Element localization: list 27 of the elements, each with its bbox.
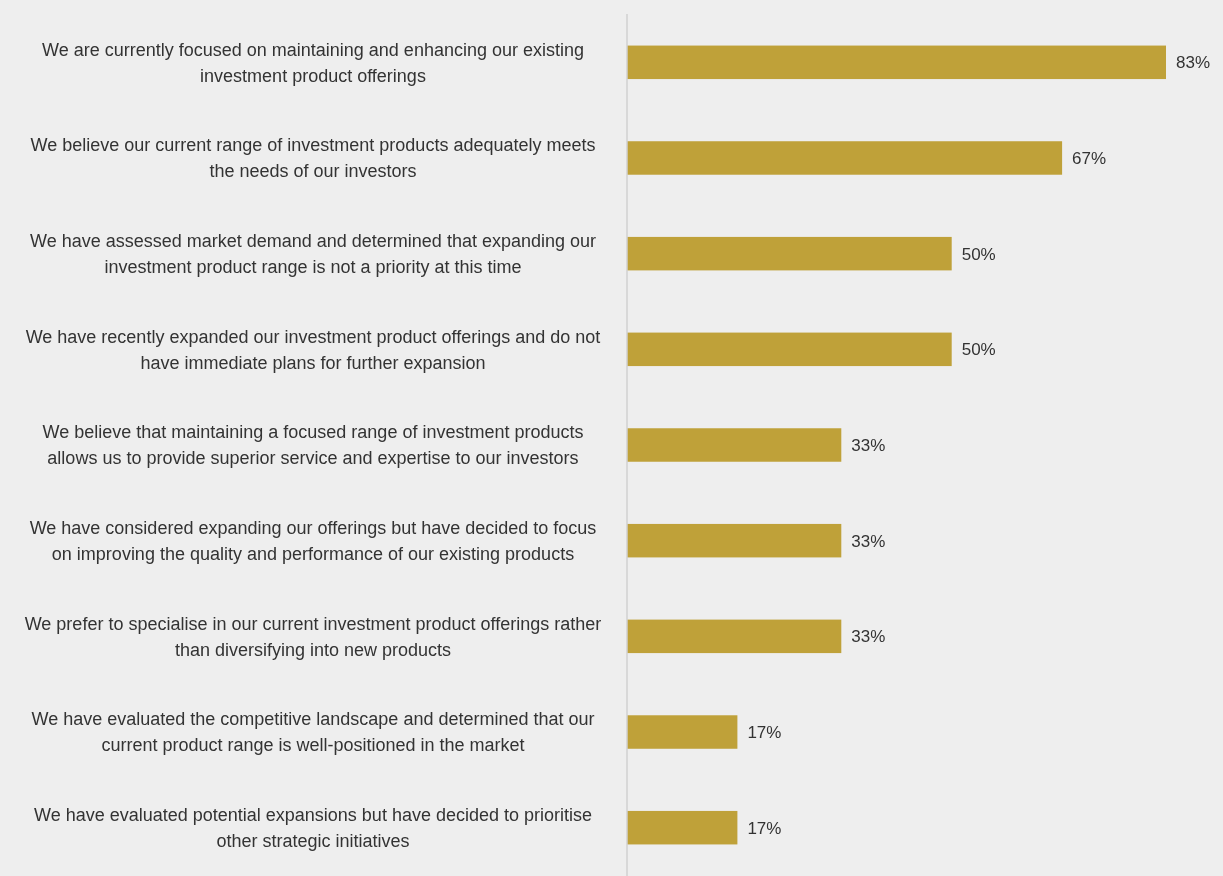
y-tick-label: We are currently focused on maintaining and enhancing our existing investment product offerings bbox=[42, 39, 584, 86]
data-label: 67% bbox=[1072, 148, 1107, 168]
data-label: 33% bbox=[851, 531, 886, 551]
data-label: 83% bbox=[1176, 53, 1211, 73]
y-tick-label: We have considered expanding our offerings but have decided to focus on improving the quality and performance of our existing products bbox=[29, 517, 597, 564]
bar bbox=[627, 715, 738, 749]
data-label: 33% bbox=[851, 627, 886, 647]
data-label: 17% bbox=[747, 722, 782, 742]
data-label: 50% bbox=[961, 244, 996, 264]
y-tick-label: We prefer to specialise in our current investment product offerings rather than diversifying into new products bbox=[24, 613, 602, 660]
y-tick-label: We believe our current range of investment products adequately meets the needs of our investors bbox=[30, 135, 596, 182]
bar bbox=[627, 141, 1063, 175]
y-tick-label: We have evaluated the competitive landscape and determined that our current product range is well-positioned in the market bbox=[31, 709, 595, 756]
data-label: 33% bbox=[851, 435, 886, 455]
bar bbox=[627, 523, 842, 558]
y-tick-label: We believe that maintaining a focused range of investment products allows us to provide superior service and expertise to our investors bbox=[42, 422, 584, 469]
data-label: 17% bbox=[747, 818, 782, 838]
y-tick-label: We have recently expanded our investment product offerings and do not have immediate plans for further expansion bbox=[25, 326, 601, 373]
data-label: 50% bbox=[961, 340, 996, 360]
bar bbox=[627, 45, 1166, 80]
bar bbox=[627, 810, 738, 845]
bar bbox=[627, 428, 842, 462]
bar bbox=[627, 236, 952, 271]
y-tick-label: We have evaluated potential expansions but have decided to prioritise other strategic initiatives bbox=[33, 804, 593, 851]
bar bbox=[627, 332, 952, 367]
bar bbox=[627, 619, 842, 654]
y-tick-label: We have assessed market demand and determined that expanding our investment product range is not a priority at this time bbox=[29, 230, 597, 277]
